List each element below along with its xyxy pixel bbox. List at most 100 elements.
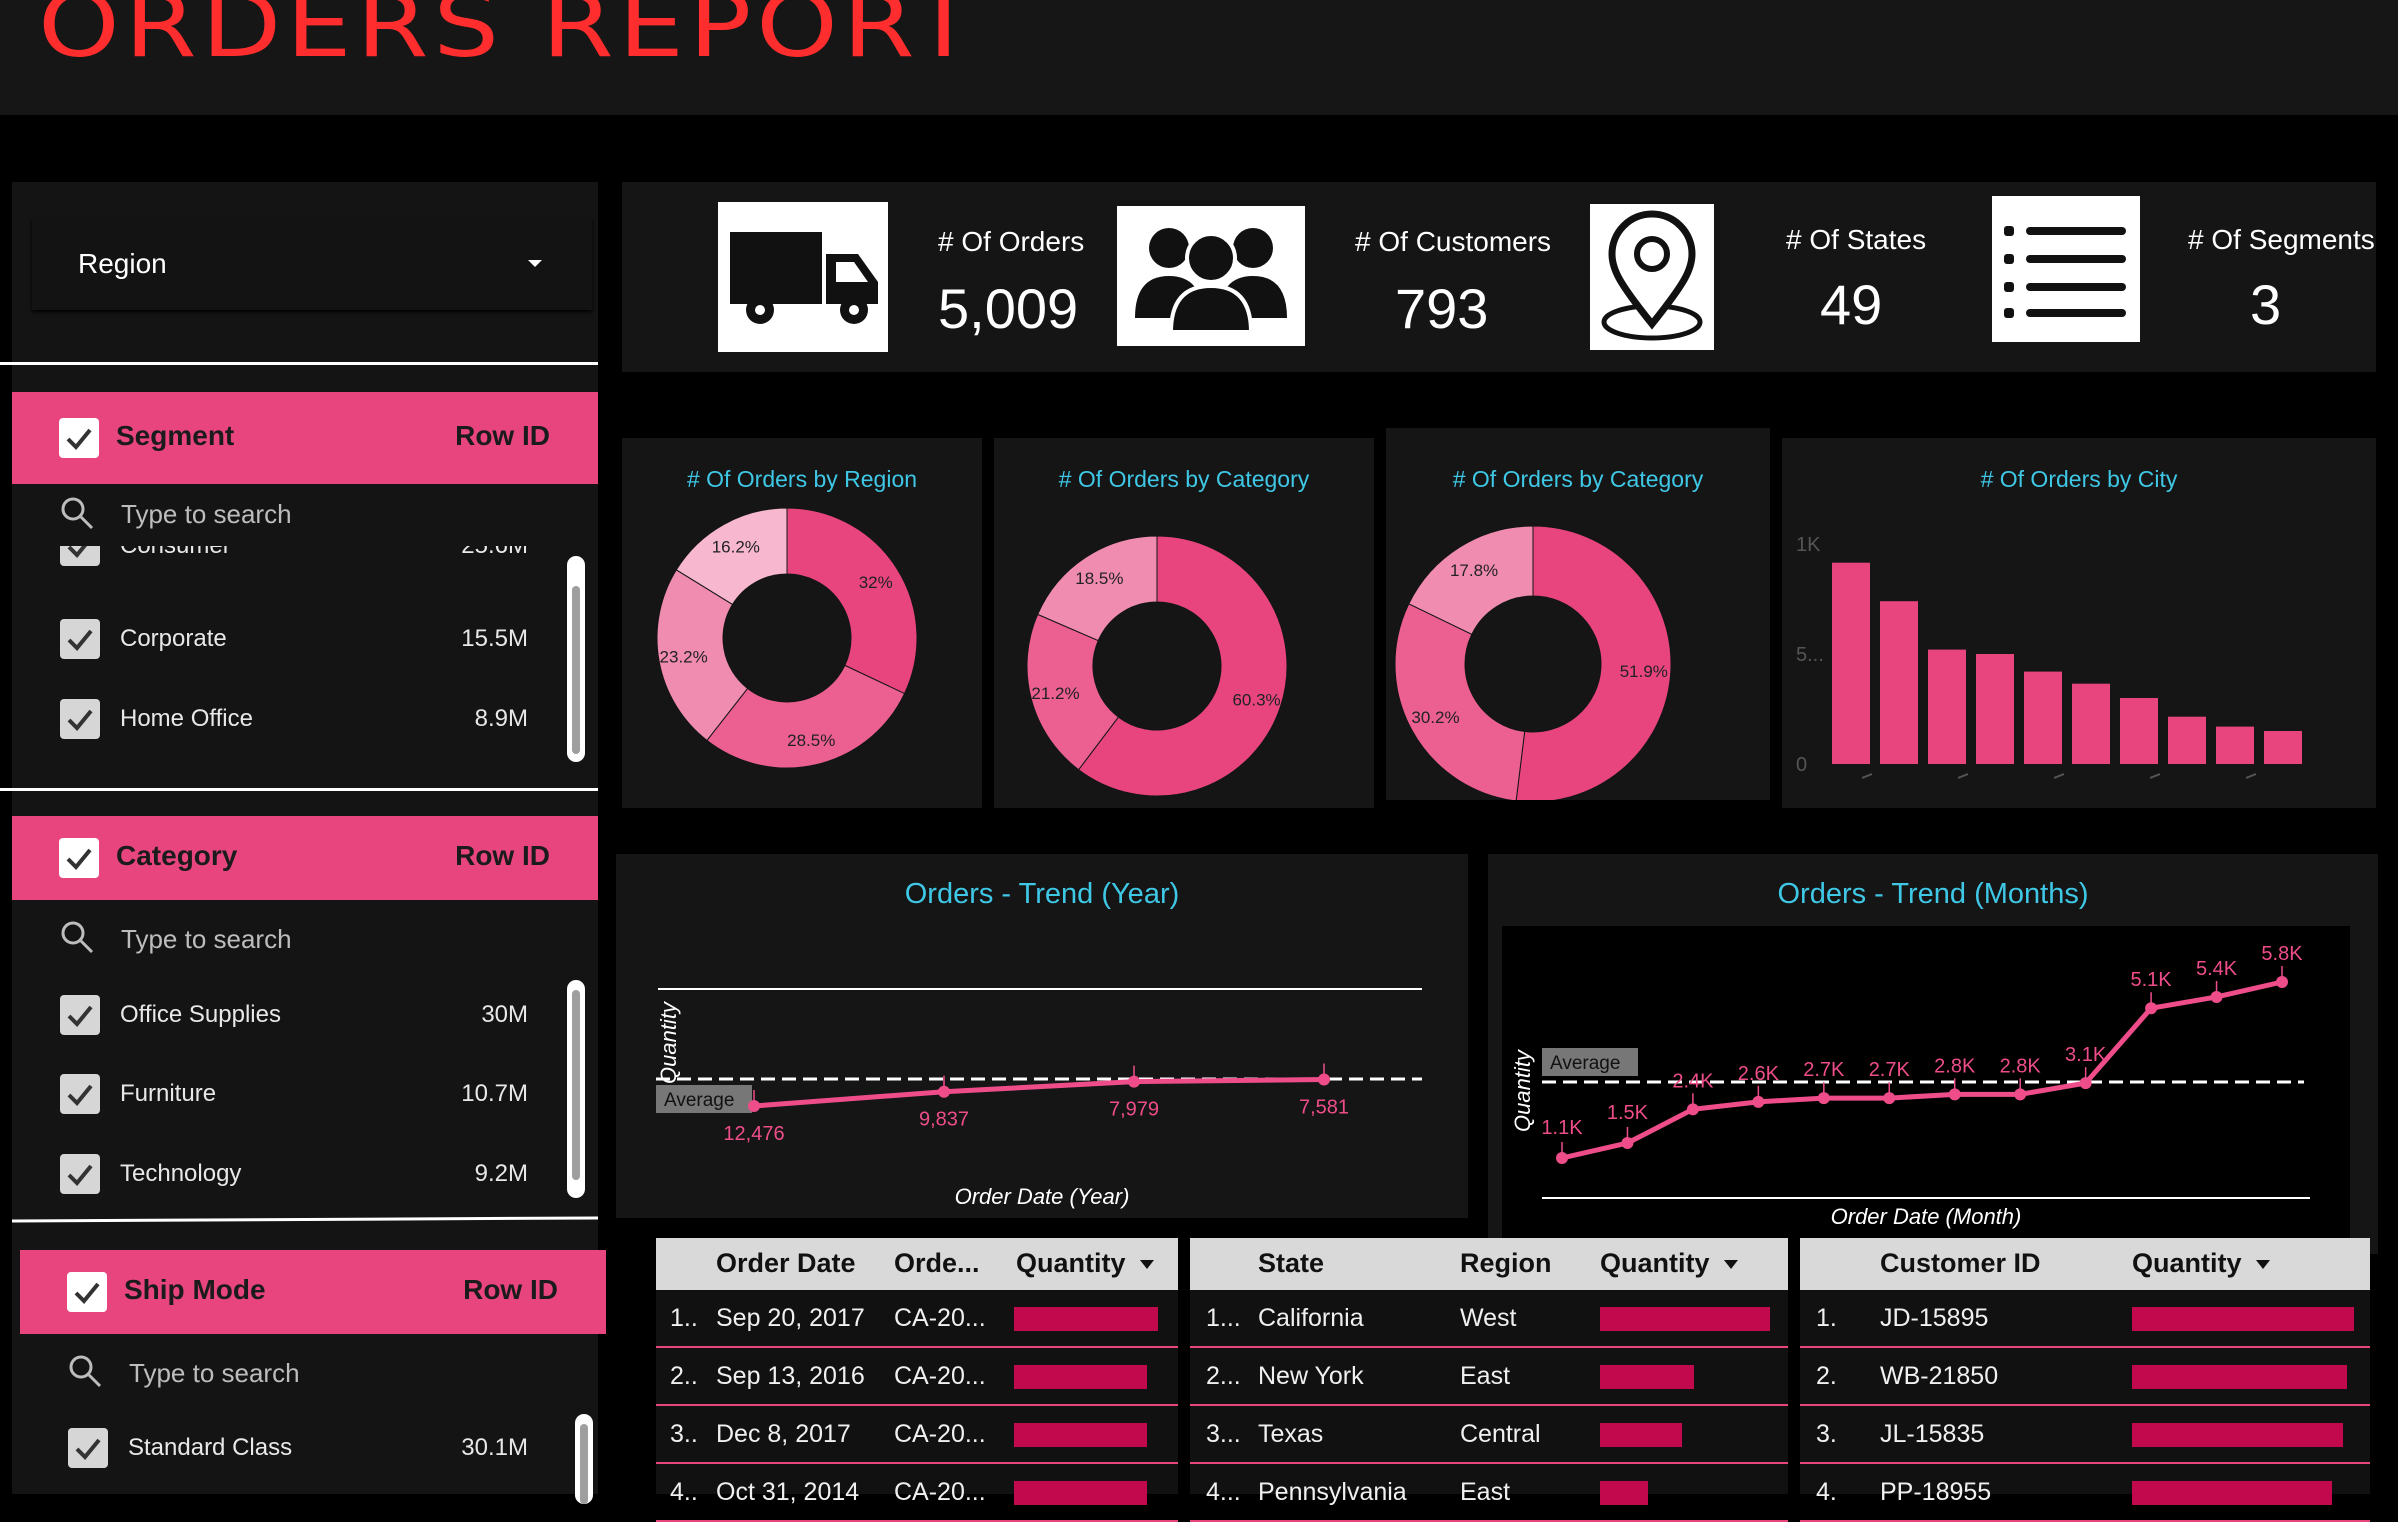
item-value: 15.5M: [461, 625, 528, 652]
data-label: 2.7K: [1803, 1059, 1845, 1081]
data-point[interactable]: [1128, 1075, 1140, 1088]
list-item[interactable]: Furniture 10.7M: [60, 1074, 560, 1114]
table-row[interactable]: 4.. Oct 31, 2014 CA-20...: [656, 1464, 1178, 1522]
column-header-order-id[interactable]: Orde...: [894, 1248, 980, 1278]
y-tick-label: 0: [1796, 754, 1807, 776]
table-row[interactable]: 1.. Sep 20, 2017 CA-20...: [656, 1290, 1178, 1348]
list-item[interactable]: Home Office 8.9M: [60, 699, 560, 739]
kpi-value: 3: [2250, 273, 2282, 336]
table-row[interactable]: 4... Pennsylvania East: [1190, 1464, 1788, 1522]
bar[interactable]: [1928, 649, 1966, 764]
checkbox[interactable]: [60, 1154, 100, 1194]
table-row[interactable]: 2. WB-21850: [1800, 1348, 2370, 1406]
list-item[interactable]: Consumer 25.6M: [60, 546, 560, 566]
select-all-checkbox[interactable]: [59, 418, 99, 458]
region-dropdown[interactable]: Region: [32, 218, 592, 310]
ship-mode-filter-header[interactable]: Ship Mode Row ID: [20, 1250, 606, 1334]
average-badge: [1542, 1048, 1638, 1076]
quantity-bar: [1600, 1481, 1648, 1505]
checkbox[interactable]: [68, 1428, 108, 1468]
bar[interactable]: [1976, 654, 2014, 764]
checkbox[interactable]: [60, 995, 100, 1035]
donut-slice[interactable]: [1037, 535, 1158, 642]
table-row[interactable]: 3... Texas Central: [1190, 1406, 1788, 1464]
row-index: 1.: [1816, 1304, 1837, 1332]
chart-title: # Of Orders by Category: [1452, 466, 1704, 492]
bar[interactable]: [1832, 562, 1870, 764]
data-point[interactable]: [2014, 1088, 2027, 1101]
table-cell: Sep 13, 2016: [716, 1362, 865, 1390]
donut-slice[interactable]: [1408, 525, 1534, 636]
table-row[interactable]: 1... California West: [1190, 1290, 1788, 1348]
bar[interactable]: [2264, 731, 2302, 764]
checkbox[interactable]: [60, 1074, 100, 1114]
table-row[interactable]: 3.. Dec 8, 2017 CA-20...: [656, 1406, 1178, 1464]
scrollbar[interactable]: [575, 1414, 593, 1504]
checkbox[interactable]: [60, 546, 100, 566]
bar[interactable]: [2120, 698, 2158, 764]
list-item[interactable]: Corporate 15.5M: [60, 619, 560, 659]
list-item[interactable]: Technology 9.2M: [60, 1154, 560, 1194]
data-point[interactable]: [1752, 1095, 1765, 1108]
column-header-customer-id[interactable]: Customer ID: [1880, 1248, 2041, 1278]
donut-slice[interactable]: [1515, 525, 1672, 800]
slice-label: 60.3%: [1232, 690, 1280, 709]
table-cell: Pennsylvania: [1258, 1478, 1407, 1506]
column-header-state[interactable]: State: [1258, 1248, 1325, 1278]
donut-slice[interactable]: [1394, 603, 1526, 800]
checkbox[interactable]: [60, 619, 100, 659]
table-row[interactable]: 4. PP-18955: [1800, 1464, 2370, 1522]
table-cell: East: [1460, 1362, 1511, 1390]
quantity-bar: [1014, 1423, 1147, 1447]
bar[interactable]: [2216, 726, 2254, 764]
donut-slice[interactable]: [656, 569, 749, 742]
chart-title: # Of Orders by Region: [686, 466, 918, 492]
kpi-value: 793: [1395, 277, 1489, 340]
table-row[interactable]: 3. JL-15835: [1800, 1406, 2370, 1464]
table-row[interactable]: 2... New York East: [1190, 1348, 1788, 1406]
bar[interactable]: [2024, 671, 2062, 764]
list-item[interactable]: Office Supplies 30M: [60, 995, 560, 1035]
donut-slice[interactable]: [675, 507, 788, 606]
column-header-quantity[interactable]: Quantity: [1600, 1248, 1738, 1279]
filter-name: Segment: [116, 420, 235, 451]
data-label: 7,979: [1109, 1099, 1159, 1121]
donut-slice[interactable]: [706, 664, 906, 769]
select-all-checkbox[interactable]: [67, 1272, 107, 1312]
chart-title: # Of Orders by City: [1980, 466, 2178, 492]
category-search-input[interactable]: Type to search: [121, 924, 292, 954]
bar[interactable]: [1880, 601, 1918, 764]
scrollbar[interactable]: [567, 980, 585, 1198]
average-label: Average: [664, 1090, 734, 1111]
region-donut-panel: # Of Orders by Region 32% 28.5% 23.2% 16.2%: [622, 438, 982, 808]
table-row[interactable]: 2.. Sep 13, 2016 CA-20...: [656, 1348, 1178, 1406]
row-index: 4..: [670, 1478, 698, 1506]
bar[interactable]: [2072, 683, 2110, 764]
scrollbar[interactable]: [567, 556, 585, 762]
column-header-order-date[interactable]: Order Date: [716, 1248, 856, 1278]
select-all-checkbox[interactable]: [59, 838, 99, 878]
table-cell: CA-20...: [894, 1420, 986, 1448]
table-row[interactable]: 1. JD-15895: [1800, 1290, 2370, 1348]
column-header-quantity[interactable]: Quantity: [1016, 1248, 1154, 1279]
segment-filter-header[interactable]: Segment Row ID: [12, 392, 598, 484]
donut-slice[interactable]: [1077, 535, 1288, 797]
category-filter-header[interactable]: Category Row ID: [12, 816, 598, 900]
donut-slice[interactable]: [786, 507, 918, 695]
list-item[interactable]: Standard Class 30.1M: [68, 1428, 568, 1468]
kpi-value: 49: [1820, 273, 1883, 336]
column-header-region[interactable]: Region: [1460, 1248, 1552, 1278]
x-tick: [2053, 773, 2065, 779]
donut-slice[interactable]: [1026, 613, 1120, 771]
series-line: [753, 1077, 1325, 1109]
bar[interactable]: [2168, 716, 2206, 764]
ship-mode-search-input[interactable]: Type to search: [129, 1358, 300, 1388]
column-header-quantity[interactable]: Quantity: [2132, 1248, 2270, 1279]
row-index: 1..: [670, 1304, 698, 1332]
segment-search-input[interactable]: Type to search: [121, 499, 292, 529]
data-point[interactable]: [2079, 1077, 2092, 1090]
data-point[interactable]: [1948, 1088, 1961, 1101]
item-value: 8.9M: [474, 705, 528, 732]
checkbox[interactable]: [60, 699, 100, 739]
header-bar: ORDERS REPORT: [0, 0, 2398, 115]
